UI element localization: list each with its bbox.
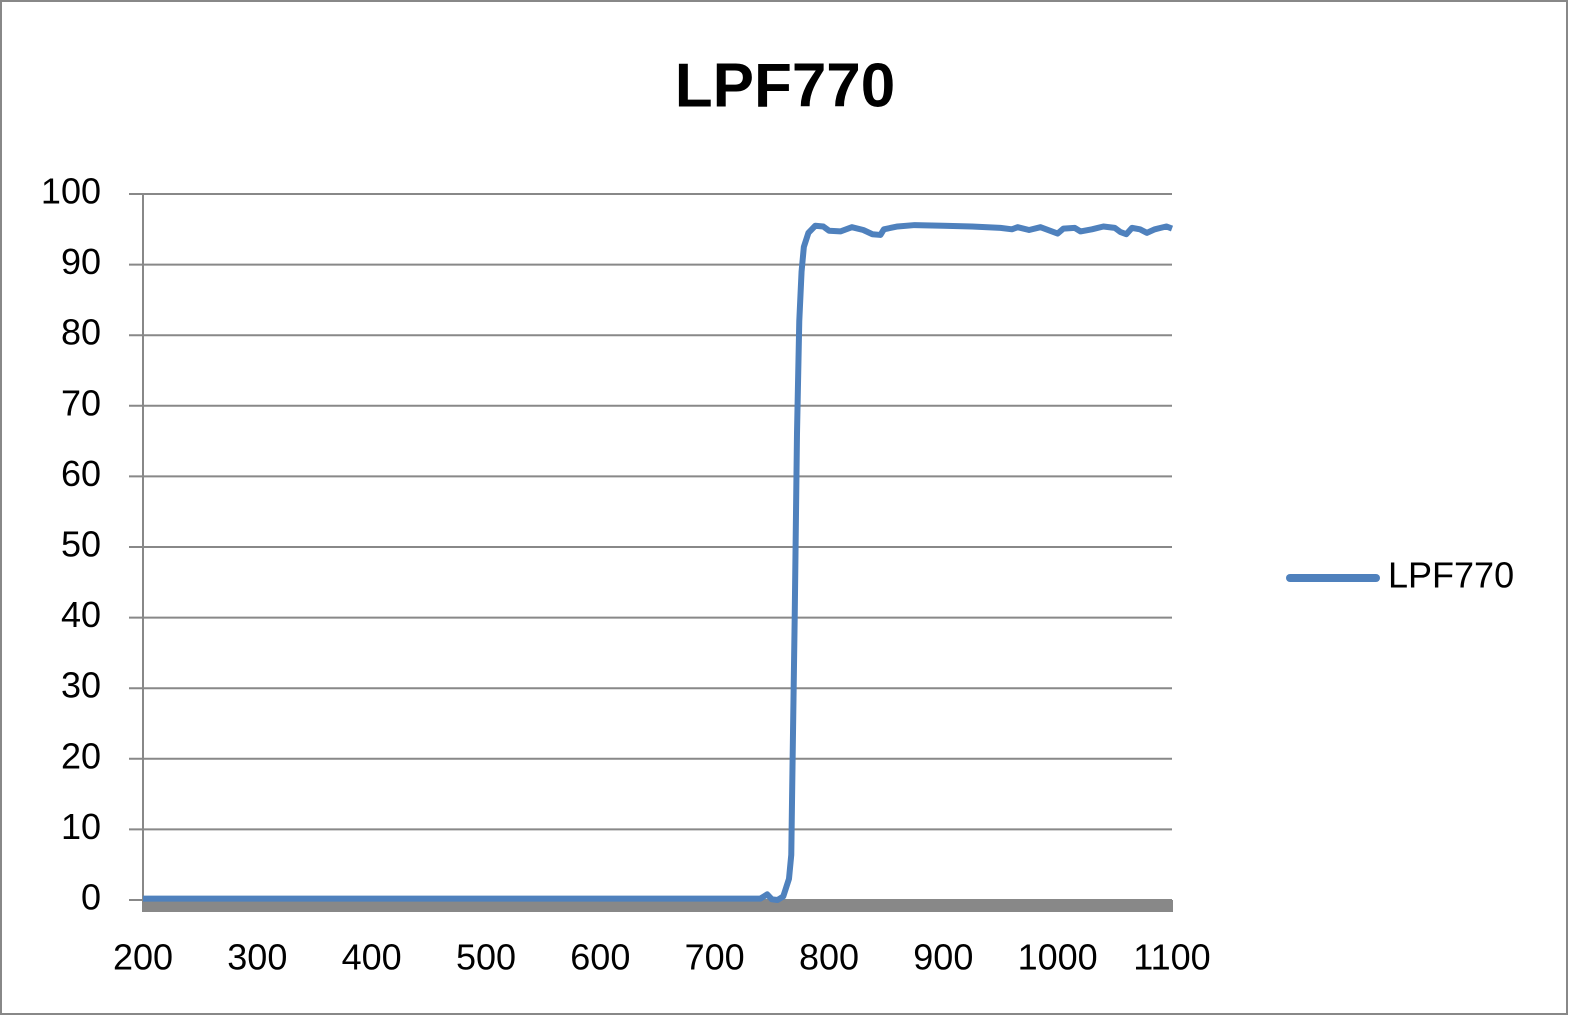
data-line — [143, 222, 1174, 903]
y-tick-label: 10 — [61, 806, 101, 847]
x-tick-label: 300 — [227, 937, 287, 978]
y-tick-label: 90 — [61, 241, 101, 282]
x-tick-label: 400 — [342, 937, 402, 978]
legend-label: LPF770 — [1388, 555, 1514, 596]
y-tick-label: 50 — [61, 524, 101, 565]
y-tick-label: 0 — [81, 877, 101, 918]
y-tick-label: 70 — [61, 382, 101, 423]
x-axis — [143, 900, 1172, 912]
x-tick-label: 900 — [913, 937, 973, 978]
x-tick-label: 800 — [799, 937, 859, 978]
y-tick-label: 60 — [61, 453, 101, 494]
y-tick-label: 40 — [61, 594, 101, 635]
x-tick-label: 200 — [113, 937, 173, 978]
y-tick-label: 100 — [41, 171, 101, 212]
x-tick-label: 700 — [685, 937, 745, 978]
x-tick-label: 1000 — [1018, 937, 1098, 978]
x-tick-label: 600 — [570, 937, 630, 978]
y-tick-label: 20 — [61, 735, 101, 776]
x-tick-label: 1100 — [1133, 937, 1210, 978]
y-tick-label: 30 — [61, 665, 101, 706]
x-tick-label: 500 — [456, 937, 516, 978]
y-tick-label: 80 — [61, 312, 101, 353]
chart-title: LPF770 — [675, 51, 896, 120]
